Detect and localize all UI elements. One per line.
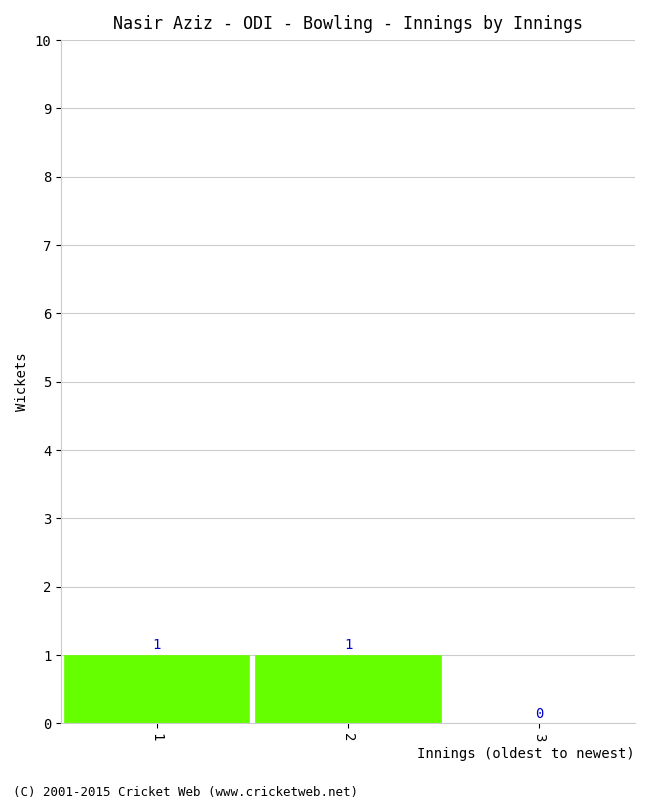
Text: 1: 1 [153,638,161,652]
Bar [255,655,441,723]
Text: (C) 2001-2015 Cricket Web (www.cricketweb.net): (C) 2001-2015 Cricket Web (www.cricketwe… [13,786,358,799]
Text: 1: 1 [344,638,352,652]
Bar [64,655,250,723]
Y-axis label: Wickets: Wickets [15,353,29,411]
X-axis label: Innings (oldest to newest): Innings (oldest to newest) [417,747,635,761]
Text: 0: 0 [535,706,543,721]
Title: Nasir Aziz - ODI - Bowling - Innings by Innings: Nasir Aziz - ODI - Bowling - Innings by … [113,15,583,33]
